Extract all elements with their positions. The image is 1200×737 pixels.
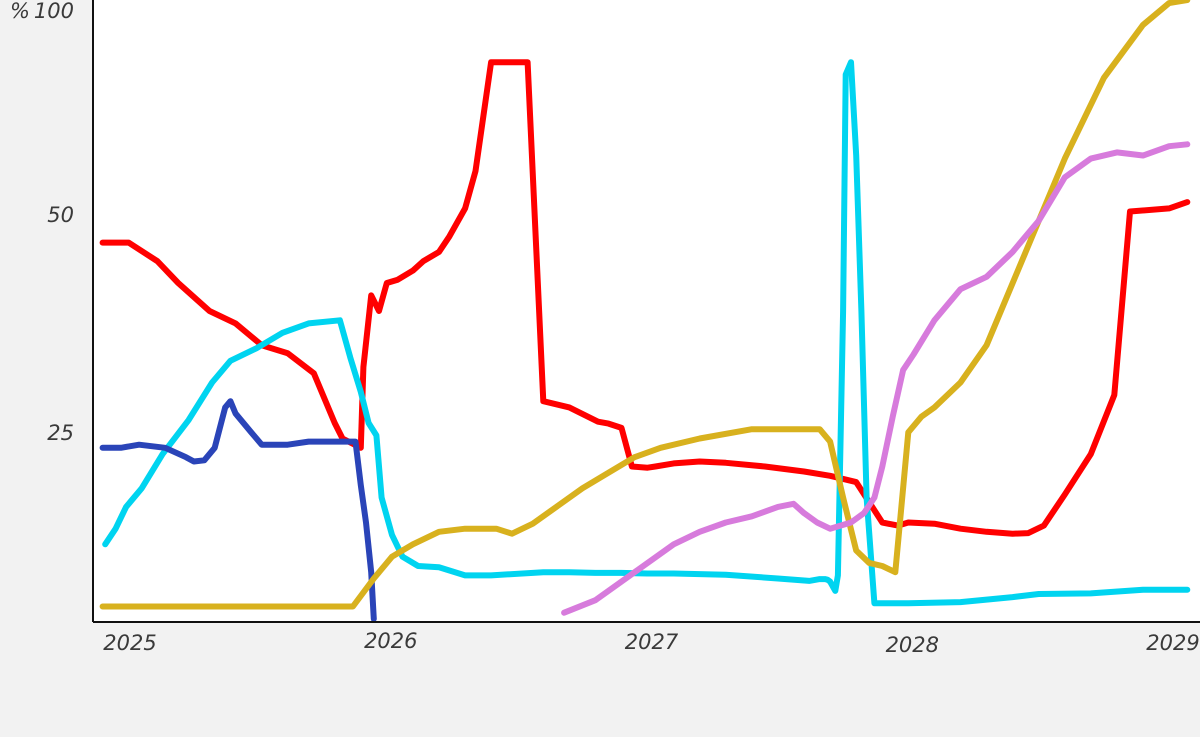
- plot-background: [93, 0, 1200, 622]
- series-layer: [99, 0, 1191, 622]
- y-tick-labels: 100 50 25: [34, 0, 74, 445]
- series-line-3: [99, 0, 1191, 610]
- y-tick-label-50: 50: [47, 203, 74, 227]
- series-line-2: [99, 398, 377, 622]
- y-tick-label-25: 25: [47, 421, 74, 445]
- y-tick-label-100: 100: [34, 0, 74, 23]
- x-tick-label-2028: 2028: [886, 633, 939, 657]
- x-tick-label-2025: 2025: [103, 631, 156, 655]
- x-tick-label-2029: 2029: [1146, 631, 1199, 655]
- series-line-1: [102, 59, 1191, 607]
- series-line-0: [99, 59, 1191, 537]
- x-tick-labels: 2025 2026 2027 2028 2029: [103, 629, 1199, 657]
- y-unit-label: %: [10, 0, 30, 23]
- x-tick-label-2027: 2027: [625, 630, 679, 654]
- series-line-4: [561, 141, 1191, 616]
- x-tick-label-2026: 2026: [364, 629, 417, 653]
